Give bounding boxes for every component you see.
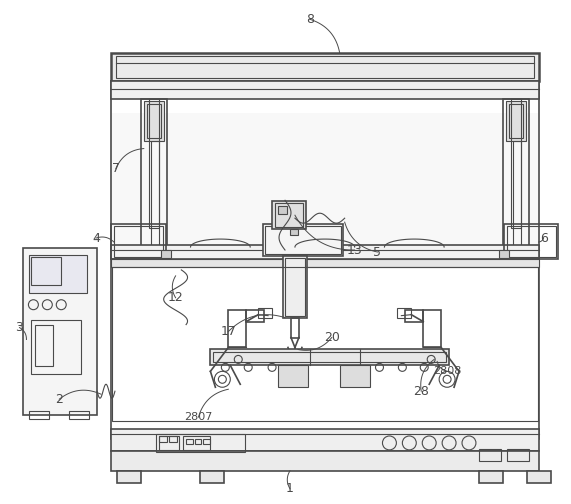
Bar (272, 201, 306, 229)
Bar (246, 309, 264, 322)
Text: 13: 13 (347, 243, 363, 257)
Bar (147, 104, 160, 138)
Text: 7: 7 (112, 162, 120, 175)
Bar (111, 259, 538, 267)
Text: 2808: 2808 (433, 366, 461, 376)
Bar (228, 309, 246, 347)
Text: 17: 17 (220, 325, 236, 338)
Text: 20: 20 (324, 331, 340, 344)
Bar (195, 439, 202, 444)
Text: 2807: 2807 (184, 412, 212, 422)
Bar (30, 411, 49, 419)
Bar (291, 318, 299, 338)
Bar (397, 307, 411, 318)
Bar (168, 436, 176, 442)
Bar (211, 349, 449, 365)
Text: 2: 2 (55, 393, 63, 406)
Bar (340, 365, 369, 387)
Bar (151, 141, 159, 253)
Bar (112, 267, 538, 421)
Bar (503, 99, 529, 253)
Bar (35, 325, 53, 366)
Bar (186, 439, 192, 444)
Bar (405, 309, 423, 322)
Bar (144, 101, 164, 141)
Bar (160, 250, 171, 258)
Bar (263, 224, 343, 256)
Bar (69, 411, 89, 419)
Bar (111, 429, 538, 451)
Text: 3: 3 (15, 321, 23, 334)
Bar (526, 471, 550, 483)
Text: 28: 28 (413, 385, 429, 398)
Bar (111, 81, 538, 439)
Bar (506, 101, 526, 141)
Bar (141, 99, 167, 253)
Bar (31, 320, 81, 374)
Bar (156, 434, 245, 452)
Bar (23, 248, 97, 415)
Text: 4: 4 (92, 231, 100, 244)
Text: 6: 6 (540, 231, 548, 244)
Bar (265, 226, 341, 254)
Bar (31, 257, 61, 285)
Bar (504, 224, 558, 259)
Bar (290, 229, 298, 235)
Bar (116, 56, 534, 78)
Text: 12: 12 (168, 291, 183, 304)
Bar (423, 309, 441, 347)
Bar (183, 436, 211, 450)
Bar (203, 439, 211, 444)
Bar (114, 226, 163, 257)
Bar (285, 258, 305, 316)
Text: 1: 1 (286, 482, 294, 495)
Bar (479, 449, 501, 461)
Bar (117, 471, 141, 483)
Bar (275, 203, 303, 227)
Bar (278, 365, 308, 387)
Bar (200, 471, 224, 483)
Text: 8: 8 (306, 13, 314, 26)
Bar (112, 113, 538, 267)
Bar (30, 255, 87, 293)
Bar (111, 451, 538, 471)
Bar (479, 471, 503, 483)
Bar (258, 307, 272, 318)
Text: 5: 5 (373, 245, 381, 259)
Bar (111, 81, 538, 99)
Bar (278, 206, 287, 214)
Bar (507, 226, 556, 257)
Bar (509, 104, 522, 138)
Bar (510, 99, 521, 228)
Bar (111, 53, 538, 81)
Bar (499, 250, 509, 258)
Bar (159, 436, 167, 442)
Bar (159, 436, 179, 450)
Bar (507, 449, 529, 461)
Bar (283, 256, 307, 318)
Bar (513, 141, 521, 253)
Bar (149, 99, 159, 228)
Bar (214, 352, 446, 362)
Bar (111, 245, 538, 259)
Bar (111, 224, 166, 259)
